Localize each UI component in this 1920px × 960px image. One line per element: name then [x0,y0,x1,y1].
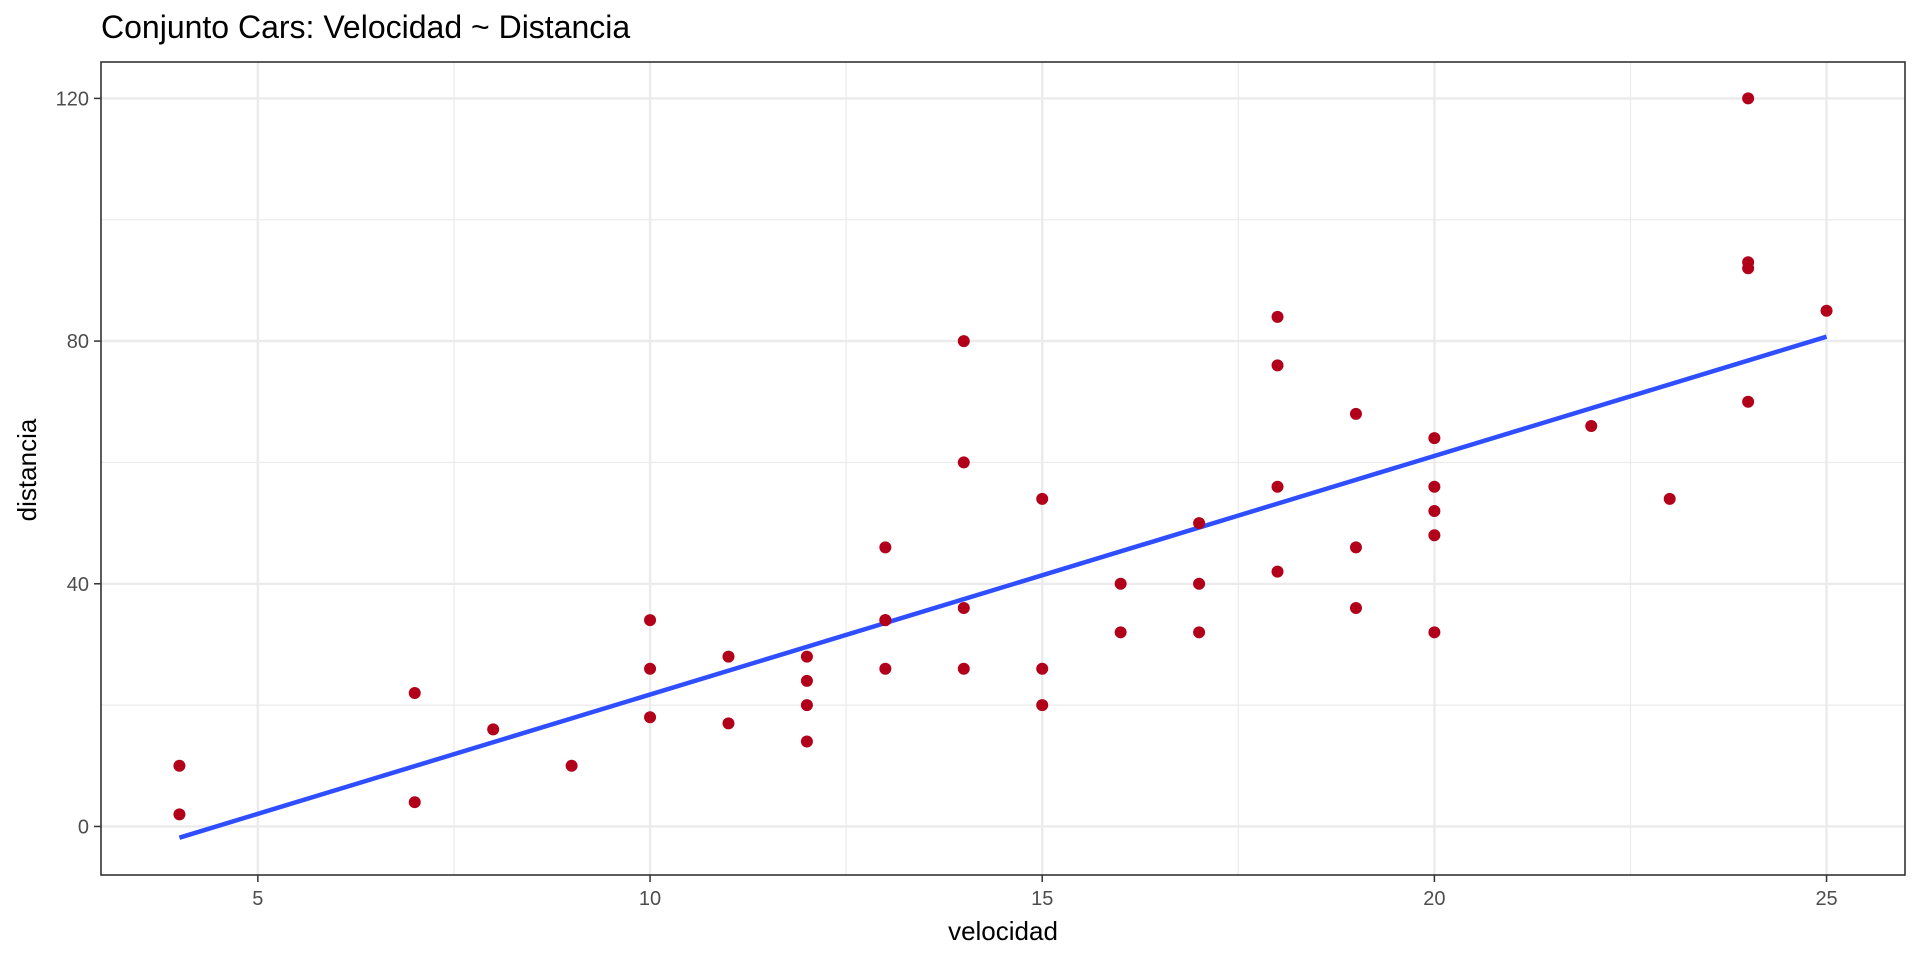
data-point [173,759,186,772]
data-point [173,808,186,821]
regression-line-layer [178,334,1828,840]
data-point [1193,577,1206,590]
data-point [408,796,421,809]
data-point [879,541,892,554]
data-point [879,614,892,627]
data-point [487,723,500,736]
x-tick-label: 5 [252,888,263,910]
data-point [1428,480,1441,493]
data-point [1820,304,1833,317]
x-tick-label: 25 [1815,888,1837,910]
data-point [1428,626,1441,639]
y-tick-label: 0 [78,816,89,838]
data-point [1585,420,1598,433]
regression-line [178,334,1828,840]
data-point [565,759,578,772]
plot-grid [101,62,1905,875]
x-axis: 5 10 15 20 25 [252,875,1838,910]
data-point [800,735,813,748]
data-point [1114,626,1127,639]
data-point [722,650,735,663]
y-tick-label: 80 [67,331,89,353]
plot-panel-border [100,61,1906,876]
y-axis-title: distancia [12,418,42,521]
data-point [957,602,970,615]
data-point [1742,395,1755,408]
data-point [644,662,657,675]
data-point [800,650,813,663]
x-tick-label: 10 [639,888,661,910]
data-point [1271,480,1284,493]
data-point [1036,662,1049,675]
y-axis: 0 40 80 120 [56,88,101,838]
data-point [1271,359,1284,372]
data-point [957,456,970,469]
data-point [722,717,735,730]
data-point [957,335,970,348]
data-point [1036,492,1049,505]
data-point [644,614,657,627]
data-points [173,92,1833,821]
x-tick-label: 15 [1031,888,1053,910]
data-point [408,686,421,699]
data-point [1036,699,1049,712]
data-point [1349,541,1362,554]
y-tick-label: 120 [56,88,89,110]
data-point [1193,517,1206,530]
data-point [1271,565,1284,578]
data-point [1114,577,1127,590]
data-point [1349,602,1362,615]
data-point [957,662,970,675]
x-axis-title: velocidad [948,916,1058,946]
data-point [1428,432,1441,445]
data-point [800,699,813,712]
y-tick-label: 40 [67,574,89,596]
data-point [644,711,657,724]
data-point [800,674,813,687]
data-point [1742,256,1755,269]
data-point [1663,492,1676,505]
data-point [1271,310,1284,323]
data-point [1349,407,1362,420]
data-point [1742,92,1755,105]
data-point [879,662,892,675]
data-point [1428,529,1441,542]
data-point [1428,504,1441,517]
data-point [1193,626,1206,639]
x-tick-label: 20 [1423,888,1445,910]
chart-title: Conjunto Cars: Velocidad ~ Distancia [101,9,630,45]
